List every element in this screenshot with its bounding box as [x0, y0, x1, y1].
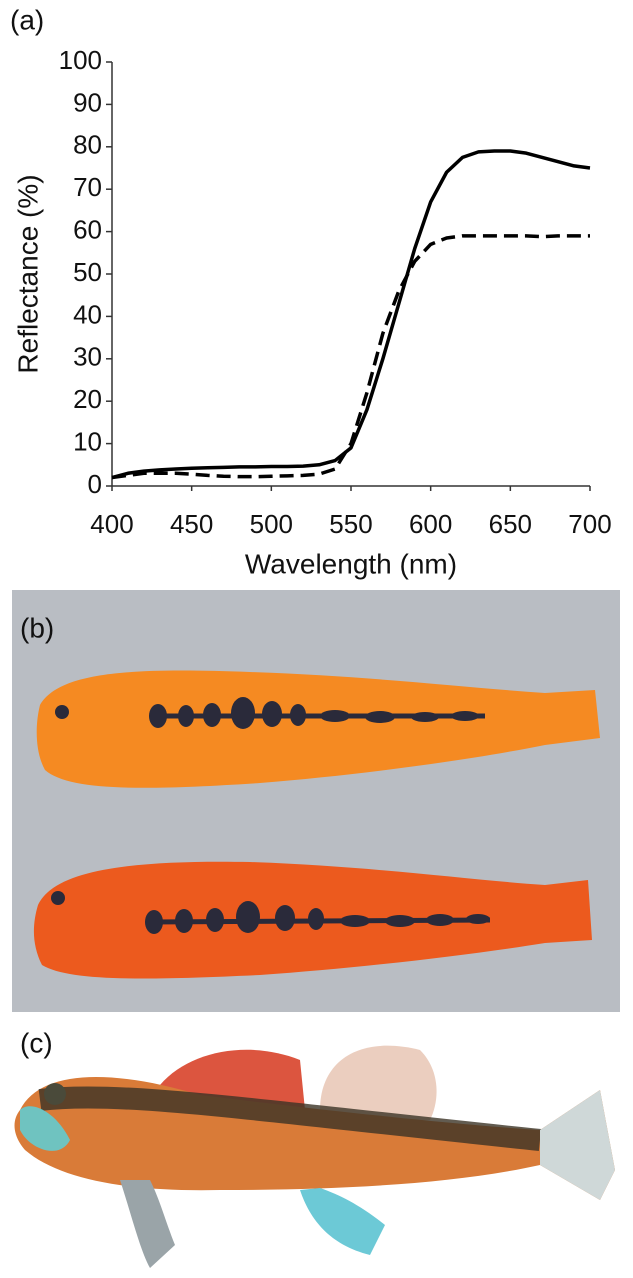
x-axis-title: Wavelength (nm): [245, 548, 457, 579]
data-line: [111, 149, 591, 480]
y-tick-label: 40: [73, 299, 102, 329]
fish-models-photo: [12, 590, 620, 1012]
data-line: [111, 234, 590, 480]
darter-photo: [14, 1045, 615, 1268]
y-tick-label: 20: [73, 384, 102, 414]
x-tick-label: 400: [90, 509, 133, 539]
x-tick-label: 650: [489, 509, 532, 539]
y-tick-label: 0: [88, 469, 102, 499]
y-tick-label: 100: [59, 45, 102, 75]
x-tick-label: 700: [568, 509, 611, 539]
panel-label: (a): [10, 4, 44, 35]
x-tick-label: 500: [250, 509, 293, 539]
y-tick-label: 90: [73, 87, 102, 117]
panel-label: (b): [20, 612, 54, 643]
y-tick-label: 70: [73, 172, 102, 202]
x-tick-label: 550: [329, 509, 372, 539]
panel-label: (c): [20, 1027, 53, 1058]
y-tick-label: 30: [73, 342, 102, 372]
y-tick-label: 10: [73, 426, 102, 456]
x-tick-label: 450: [170, 509, 213, 539]
y-tick-label: 80: [73, 130, 102, 160]
y-axis-title: Reflectance (%): [12, 174, 43, 373]
x-tick-label: 600: [409, 509, 452, 539]
y-tick-label: 60: [73, 214, 102, 244]
y-tick-label: 50: [73, 257, 102, 287]
